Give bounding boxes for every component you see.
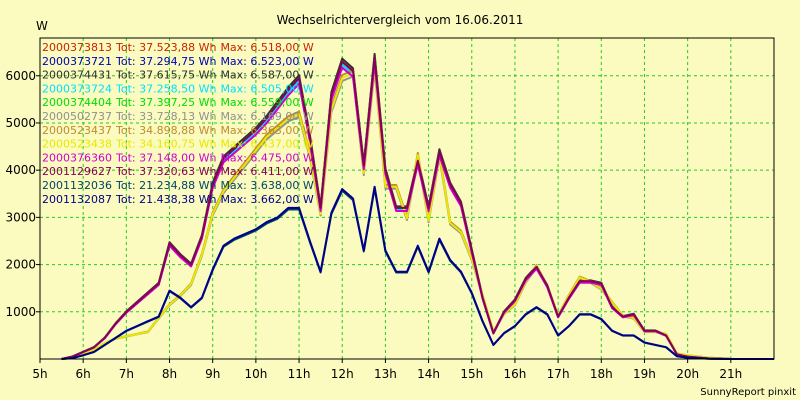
legend-series-total: Tot: 37.397,25 Wh — [115, 96, 216, 109]
legend-entry: 2001129627 Tot: 37.320,63 Wh Max: 6.411,00… — [42, 165, 314, 178]
legend-entry: 2000374431 Tot: 37.615,75 Wh Max: 6.587,00… — [42, 69, 314, 82]
legend-series-max: Max: 6.559,00 W — [220, 96, 313, 109]
legend-series-max: Max: 6.587,00 W — [220, 69, 313, 82]
legend-series-total: Tot: 34.898,88 Wh — [115, 124, 216, 137]
legend-series-max: Max: 6.411,00 W — [220, 165, 313, 178]
y-tick-label: 6000 — [5, 69, 36, 83]
legend-series-name: 2001132036 — [42, 179, 112, 192]
y-axis-label: W — [36, 19, 48, 33]
legend-entry: 2000373721 Tot: 37.294,75 Wh Max: 6.523,00… — [42, 55, 314, 68]
legend-series-name: 2000523438 — [42, 138, 112, 151]
y-tick-label: 5000 — [5, 116, 36, 130]
chart-title: Wechselrichtervergleich vom 16.06.2011 — [277, 13, 524, 27]
legend-entry: 2000373813 Tot: 37.523,88 Wh Max: 6.518,00… — [42, 41, 314, 54]
footer-credit: SunnyReport pinxit — [700, 387, 796, 398]
plot-frame — [39, 37, 775, 360]
x-tick-label: 11h — [288, 367, 311, 381]
x-tick-label: 8h — [162, 367, 177, 381]
legend-series-max: Max: 6.518,00 W — [220, 41, 313, 54]
legend-entry: 2001132087 Tot: 21.438,38 Wh Max: 3.662,00… — [42, 193, 314, 206]
legend-series-name: 2000502737 — [42, 110, 112, 123]
legend-series-total: Tot: 34.160,75 Wh — [115, 138, 216, 151]
legend-series-max: Max: 3.638,00 W — [220, 179, 313, 192]
legend-series-total: Tot: 21.234,88 Wh — [115, 179, 216, 192]
x-tick-label: 5h — [32, 367, 47, 381]
x-tick-label: 12h — [331, 367, 354, 381]
series-line — [61, 185, 774, 360]
legend-series-max: Max: 6.437,00 W — [220, 138, 313, 151]
legend-entry: 2000376360 Tot: 37.148,00 Wh Max: 6.475,00… — [42, 151, 314, 164]
y-tick-label: 2000 — [5, 258, 36, 272]
y-tick-label: 4000 — [5, 163, 36, 177]
legend: 2000373813 Tot: 37.523,88 Wh Max: 6.518,00… — [42, 41, 314, 206]
legend-series-name: 2000373813 — [42, 41, 112, 54]
legend-entry: 2000373724 Tot: 37.258,50 Wh Max: 6.505,00… — [42, 82, 314, 95]
legend-entry: 2000374404 Tot: 37.397,25 Wh Max: 6.559,00… — [42, 96, 314, 109]
legend-series-name: 2000373721 — [42, 55, 112, 68]
legend-series-max: Max: 6.523,00 W — [220, 55, 313, 68]
legend-series-max: Max: 6.475,00 W — [220, 151, 313, 164]
legend-series-name: 2000376360 — [42, 151, 112, 164]
series-line — [61, 55, 774, 360]
x-tick-label: 16h — [504, 367, 527, 381]
legend-entry: 2000523438 Tot: 34.160,75 Wh Max: 6.437,00… — [42, 138, 314, 151]
x-tick-label: 17h — [547, 367, 570, 381]
legend-series-name: 2001132087 — [42, 193, 112, 206]
y-tick-label: 3000 — [5, 210, 36, 224]
x-tick-label: 10h — [244, 367, 267, 381]
x-tick-label: 14h — [417, 367, 440, 381]
legend-entry: 2000502737 Tot: 33.728,13 Wh Max: 6.169,00… — [42, 110, 314, 123]
legend-series-name: 2000523437 — [42, 124, 112, 137]
legend-series-total: Tot: 37.320,63 Wh — [115, 165, 216, 178]
legend-series-max: Max: 3.662,00 W — [220, 193, 313, 206]
x-tick-label: 13h — [374, 367, 397, 381]
legend-series-total: Tot: 21.438,38 Wh — [115, 193, 216, 206]
legend-series-max: Max: 6.505,00 W — [220, 82, 313, 95]
x-tick-label: 21h — [719, 367, 742, 381]
legend-series-name: 2000374431 — [42, 69, 112, 82]
legend-series-name: 2001129627 — [42, 165, 112, 178]
legend-series-name: 2000373724 — [42, 82, 112, 95]
legend-series-name: 2000374404 — [42, 96, 112, 109]
axes: 5h 6h 7h 8h 9h 10h 11h 12h 13h 14h 15h 16h 17h 18h 19h… — [5, 37, 775, 381]
y-tick-label: 1000 — [5, 305, 36, 319]
x-tick-label: 6h — [76, 367, 91, 381]
x-tick-label: 18h — [590, 367, 613, 381]
x-tick-label: 19h — [633, 367, 656, 381]
x-tick-label: 9h — [205, 367, 220, 381]
legend-series-total: Tot: 37.258,50 Wh — [115, 82, 216, 95]
legend-series-total: Tot: 37.523,88 Wh — [115, 41, 216, 54]
legend-entry: 2001132036 Tot: 21.234,88 Wh Max: 3.638,00… — [42, 179, 314, 192]
legend-series-total: Tot: 33.728,13 Wh — [115, 110, 216, 123]
legend-entry: 2000523437 Tot: 34.898,88 Wh Max: 6.363,00… — [42, 124, 314, 137]
legend-series-total: Tot: 37.615,75 Wh — [115, 69, 216, 82]
legend-series-total: Tot: 37.148,00 Wh — [115, 151, 216, 164]
x-tick-label: 7h — [119, 367, 134, 381]
legend-series-total: Tot: 37.294,75 Wh — [115, 55, 216, 68]
plot-lines — [61, 52, 774, 360]
legend-series-max: Max: 6.363,00 W — [220, 124, 313, 137]
x-tick-label: 15h — [460, 367, 483, 381]
x-tick-label: 20h — [676, 367, 699, 381]
legend-series-max: Max: 6.169,00 W — [220, 110, 313, 123]
